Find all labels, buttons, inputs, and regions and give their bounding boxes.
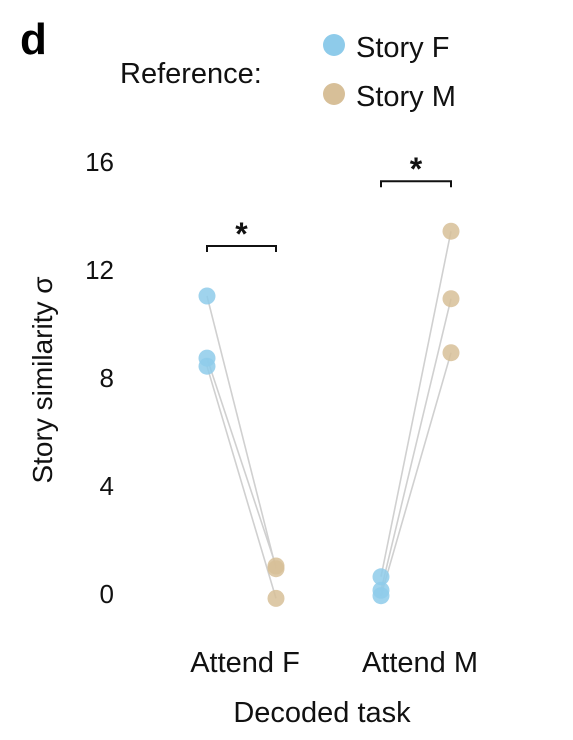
panel-label: d <box>20 15 47 64</box>
pair-line <box>206 295 277 569</box>
point-story-m <box>267 557 285 575</box>
pair-line <box>206 365 277 599</box>
legend: Reference: Story F Story M <box>120 32 456 113</box>
x-tick-label: Attend M <box>362 647 478 679</box>
point-story-m <box>442 222 460 240</box>
point-story-f <box>372 587 390 605</box>
significance-bracket <box>380 180 452 188</box>
point-story-f <box>198 357 216 375</box>
y-tick-label: 0 <box>100 579 114 609</box>
pair-line <box>380 352 452 596</box>
pair-lines <box>206 231 452 599</box>
legend-title: Reference: <box>120 58 262 90</box>
significance-star: * <box>235 216 248 252</box>
point-story-f <box>372 568 390 586</box>
legend-label-story-m: Story M <box>356 81 456 113</box>
y-tick-label: 16 <box>85 147 114 177</box>
significance-brackets: ** <box>206 151 452 252</box>
x-axis-label: Decoded task <box>233 697 411 729</box>
data-points <box>198 222 460 607</box>
pair-line <box>206 357 277 567</box>
legend-label-story-f: Story F <box>356 32 449 64</box>
legend-marker-story-f <box>323 34 345 56</box>
point-story-m <box>442 344 460 362</box>
pair-line <box>380 231 452 577</box>
y-axis-ticks: 0 4 8 12 16 <box>85 147 114 609</box>
y-axis-label: Story similarity σ <box>27 276 58 483</box>
x-tick-label: Attend F <box>190 647 300 679</box>
point-story-m <box>442 290 460 308</box>
legend-marker-story-m <box>323 83 345 105</box>
significance-bracket <box>206 245 277 252</box>
pair-line <box>380 298 452 591</box>
point-story-f <box>198 287 216 305</box>
point-story-m <box>267 589 285 607</box>
significance-star: * <box>410 151 423 187</box>
x-axis-ticks: Attend F Attend M <box>190 647 478 679</box>
y-tick-label: 8 <box>100 363 114 393</box>
y-tick-label: 4 <box>100 471 114 501</box>
y-tick-label: 12 <box>85 255 114 285</box>
